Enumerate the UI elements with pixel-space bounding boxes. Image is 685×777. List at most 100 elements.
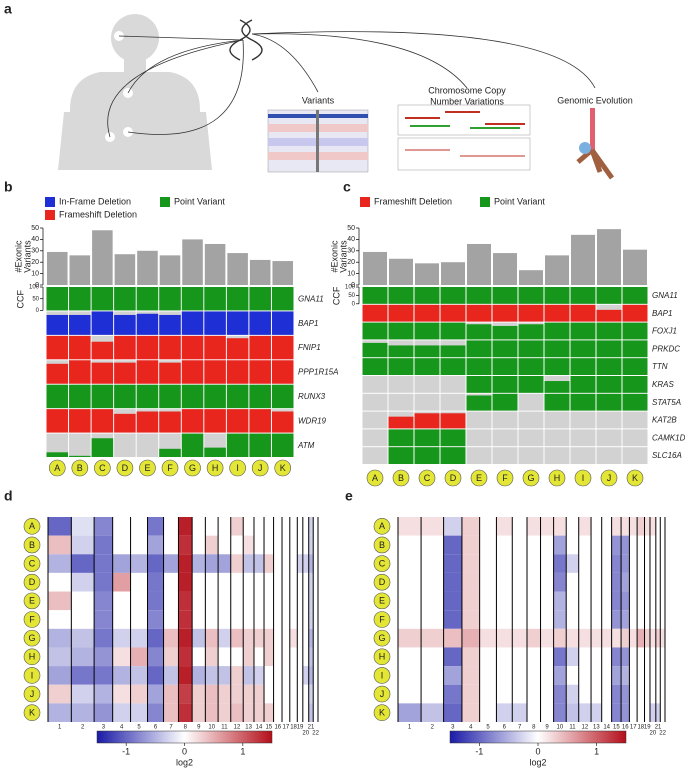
cnv-cell <box>660 554 665 573</box>
cnv-cell <box>611 703 622 722</box>
cnv-cell <box>48 535 72 555</box>
cnv-cell <box>512 610 528 629</box>
cnv-cell <box>611 610 622 629</box>
cnv-cell <box>443 647 462 667</box>
variant-cell <box>271 311 294 335</box>
sample-badge <box>116 459 134 477</box>
cnv-cell <box>655 666 661 685</box>
cnv-cell <box>112 610 131 629</box>
cnv-cell <box>163 517 179 536</box>
cell-background <box>596 429 622 447</box>
variant-cell <box>622 287 648 304</box>
sample-label: E <box>29 596 35 606</box>
y-tick-label: 50 <box>31 225 39 232</box>
cnv-cell <box>660 703 665 722</box>
cnv-cell <box>218 517 231 536</box>
variant-cell <box>622 304 648 322</box>
cnv-cell <box>578 703 592 722</box>
cnv-cell <box>273 647 283 667</box>
cnv-cell <box>289 517 298 536</box>
cnv-cell <box>398 591 422 611</box>
cnv-cell <box>282 666 290 685</box>
y-tick-label: 30 <box>347 248 355 255</box>
cnv-cell <box>655 591 661 611</box>
x-tick-label: 2 <box>431 725 435 731</box>
x-tick-label: 16 <box>274 725 281 731</box>
cnv-cell <box>230 647 244 667</box>
cnv-cell <box>655 572 661 592</box>
variant-cell <box>91 438 114 457</box>
cnv-cell <box>527 703 541 722</box>
cnv-cell <box>591 572 602 592</box>
cnv-cell <box>205 647 219 667</box>
cnv-cell <box>443 610 462 629</box>
cell-background <box>362 429 388 447</box>
cnv-cell <box>230 517 244 536</box>
variant-cell <box>249 335 271 360</box>
cnv-cell <box>273 628 283 648</box>
variant-cell <box>91 341 114 360</box>
cnv-cell <box>629 535 638 555</box>
cnv-cell <box>461 517 480 536</box>
cnv-cell <box>48 684 72 704</box>
cnv-cell <box>461 647 480 667</box>
variant-cell <box>69 409 91 433</box>
cell-background <box>388 393 414 411</box>
cnv-cell <box>461 684 480 704</box>
sample-label: H <box>379 652 386 662</box>
variant-cell <box>46 452 69 457</box>
cnv-cell <box>253 703 265 722</box>
cnv-cell <box>553 517 567 536</box>
sample-label: A <box>379 521 385 531</box>
cnv-cell <box>297 684 303 704</box>
cnv-cell <box>308 554 314 573</box>
variant-cell <box>46 287 69 311</box>
cnv-cell <box>660 610 665 629</box>
cell-background <box>440 376 466 393</box>
cnv-cell <box>112 535 131 555</box>
variant-cell <box>249 311 271 335</box>
gene-label: GNA11 <box>298 294 324 303</box>
x-tick-label: 10 <box>557 725 564 731</box>
x-tick-label: 6 <box>503 725 507 731</box>
cnv-cell <box>398 628 422 648</box>
cnv-cell <box>421 535 444 555</box>
sample-label: I <box>381 670 384 680</box>
variant-cell <box>249 360 271 384</box>
cnv-cell <box>302 554 309 573</box>
cnv-cell <box>611 666 622 685</box>
cnv-cell <box>540 517 554 536</box>
cnv-cell <box>163 535 179 555</box>
cnv-cell <box>264 684 274 704</box>
variant-cell <box>69 455 91 457</box>
cnv-cell <box>253 666 265 685</box>
cnv-cell <box>302 684 309 704</box>
bar <box>571 234 595 285</box>
cnv-cell <box>147 610 164 629</box>
cnv-cell <box>512 554 528 573</box>
cnv-cell <box>644 610 650 629</box>
x-tick-label: 22 <box>659 731 666 737</box>
cnv-cell <box>611 554 622 573</box>
variant-cell <box>181 433 204 457</box>
cnv-cell <box>649 572 656 592</box>
variant-cell <box>159 335 181 360</box>
variant-cell <box>362 287 388 304</box>
sample-badge <box>23 685 41 703</box>
cnv-cell <box>253 535 265 555</box>
cnv-cell <box>130 610 148 629</box>
cnv-cell <box>264 610 274 629</box>
bar <box>519 270 543 285</box>
x-tick-label: 18 <box>637 725 644 731</box>
cnv-cell <box>496 591 513 611</box>
cnv-cell <box>660 517 665 536</box>
variant-cell <box>46 363 69 384</box>
variant-cell <box>492 393 518 411</box>
variant-cell <box>596 393 622 411</box>
cnv-cell <box>147 535 164 555</box>
cnv-cell <box>273 684 283 704</box>
cell-background <box>596 411 622 429</box>
cnv-cell <box>313 666 318 685</box>
cnv-cell <box>192 591 206 611</box>
cnv-cell <box>192 666 206 685</box>
